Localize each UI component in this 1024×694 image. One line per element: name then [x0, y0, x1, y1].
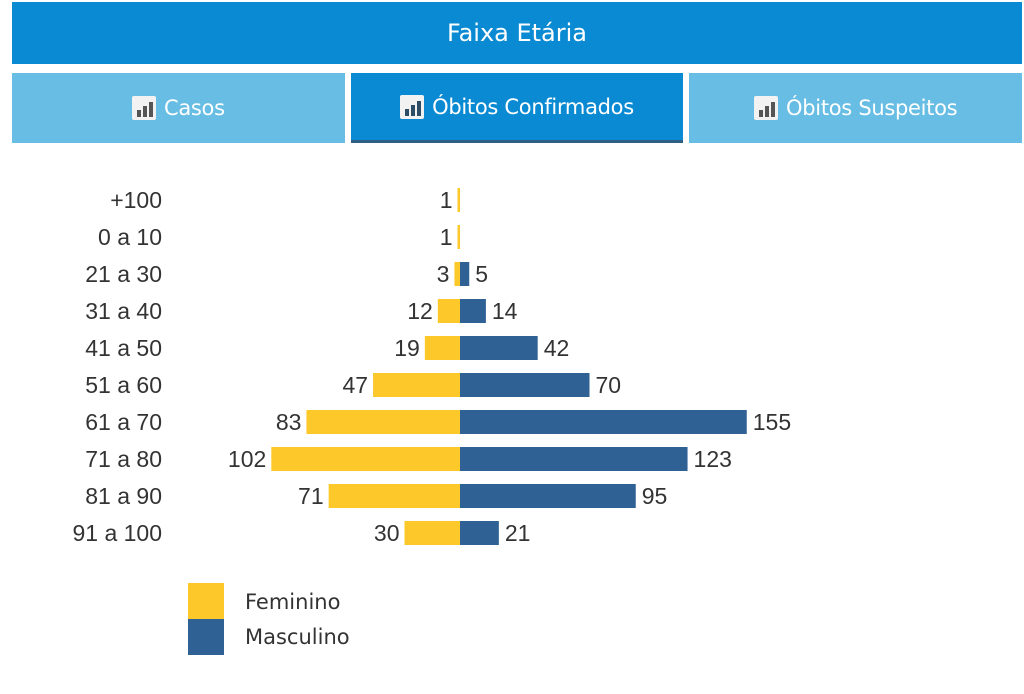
category-label: 71 a 80: [85, 446, 162, 472]
tab-obitos-confirmados[interactable]: Óbitos Confirmados: [350, 73, 684, 143]
tab-obitos-suspeitos[interactable]: Óbitos Suspeitos: [689, 73, 1023, 143]
bar-masculino: [460, 521, 499, 545]
data-label-masculino: 155: [753, 409, 791, 435]
data-label-feminino: 1: [440, 187, 453, 213]
legend-swatch-feminino: [188, 583, 224, 619]
bar-masculino: [460, 336, 538, 360]
data-label-feminino: 30: [374, 520, 400, 546]
bar-feminino: [271, 447, 460, 471]
bar-feminino: [306, 410, 460, 434]
chart-header: Faixa Etária: [12, 2, 1022, 64]
bar-feminino: [404, 521, 460, 545]
bar-feminino: [454, 262, 460, 286]
bar-masculino: [460, 447, 688, 471]
legend-label-feminino: Feminino: [245, 590, 340, 614]
bar-chart-icon: [754, 96, 779, 120]
data-label-feminino: 19: [394, 335, 420, 361]
data-label-feminino: 3: [437, 261, 450, 287]
bar-masculino: [460, 410, 747, 434]
data-label-feminino: 71: [298, 483, 324, 509]
data-label-feminino: 83: [276, 409, 302, 435]
bar-feminino: [373, 373, 460, 397]
bar-masculino: [460, 299, 486, 323]
bar-feminino: [457, 225, 460, 249]
bar-feminino: [424, 336, 460, 360]
bar-chart-icon: [131, 96, 156, 120]
tab-casos[interactable]: Casos: [12, 73, 345, 143]
category-label: 0 a 10: [98, 224, 162, 250]
bar-chart-icon: [400, 94, 425, 119]
data-label-feminino: 47: [342, 372, 368, 398]
data-label-masculino: 42: [544, 335, 570, 361]
tab-label: Óbitos Suspeitos: [786, 96, 958, 120]
bar-masculino: [460, 484, 636, 508]
data-label-masculino: 70: [596, 372, 622, 398]
legend-label-masculino: Masculino: [245, 625, 350, 649]
tab-bar: Casos Óbitos Confirmados Óbitos Suspeito…: [12, 73, 1023, 143]
data-label-masculino: 5: [475, 261, 488, 287]
category-label: 91 a 100: [72, 520, 162, 546]
category-label: 31 a 40: [85, 298, 162, 324]
category-label: 81 a 90: [85, 483, 162, 509]
tab-label: Casos: [163, 96, 225, 120]
data-label-feminino: 12: [407, 298, 433, 324]
category-label: 41 a 50: [85, 335, 162, 361]
data-label-masculino: 21: [505, 520, 531, 546]
legend-swatch-masculino: [188, 619, 224, 655]
data-label-masculino: 14: [492, 298, 518, 324]
bar-feminino: [437, 299, 460, 323]
data-label-masculino: 95: [642, 483, 668, 509]
tab-label: Óbitos Confirmados: [432, 94, 634, 119]
data-label-feminino: 1: [440, 224, 453, 250]
bar-feminino: [457, 188, 460, 212]
category-label: +100: [110, 187, 162, 213]
category-label: 61 a 70: [85, 409, 162, 435]
legend: Feminino Masculino: [188, 583, 350, 655]
chart-title: Faixa Etária: [446, 19, 588, 47]
bar-masculino: [460, 262, 470, 286]
category-label: 51 a 60: [85, 372, 162, 398]
data-label-feminino: 102: [228, 446, 266, 472]
bar-masculino: [460, 373, 590, 397]
data-label-masculino: 123: [694, 446, 732, 472]
category-label: 21 a 30: [85, 261, 162, 287]
bar-feminino: [328, 484, 460, 508]
